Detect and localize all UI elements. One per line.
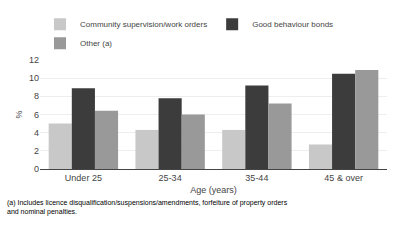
svg-text:Community supervision/work ord: Community supervision/work orders: [80, 20, 207, 29]
svg-text:45 & over: 45 & over: [324, 173, 363, 183]
svg-text:4: 4: [34, 128, 39, 138]
svg-text:(a) Includes licence disqualif: (a) Includes licence disqualification/su…: [7, 199, 288, 216]
svg-text:Under 25: Under 25: [65, 173, 102, 183]
svg-text:12: 12: [29, 55, 39, 65]
svg-text:Good behaviour bonds: Good behaviour bonds: [252, 20, 333, 29]
svg-text:%: %: [14, 110, 24, 118]
svg-text:10: 10: [29, 73, 39, 83]
svg-text:Age (years): Age (years): [190, 185, 237, 195]
svg-text:8: 8: [34, 91, 39, 101]
svg-text:0: 0: [34, 164, 39, 174]
svg-text:35-44: 35-44: [245, 173, 268, 183]
svg-text:6: 6: [34, 110, 39, 120]
svg-text:2: 2: [34, 146, 39, 156]
svg-text:Other (a): Other (a): [80, 39, 112, 48]
svg-text:25-34: 25-34: [159, 173, 182, 183]
